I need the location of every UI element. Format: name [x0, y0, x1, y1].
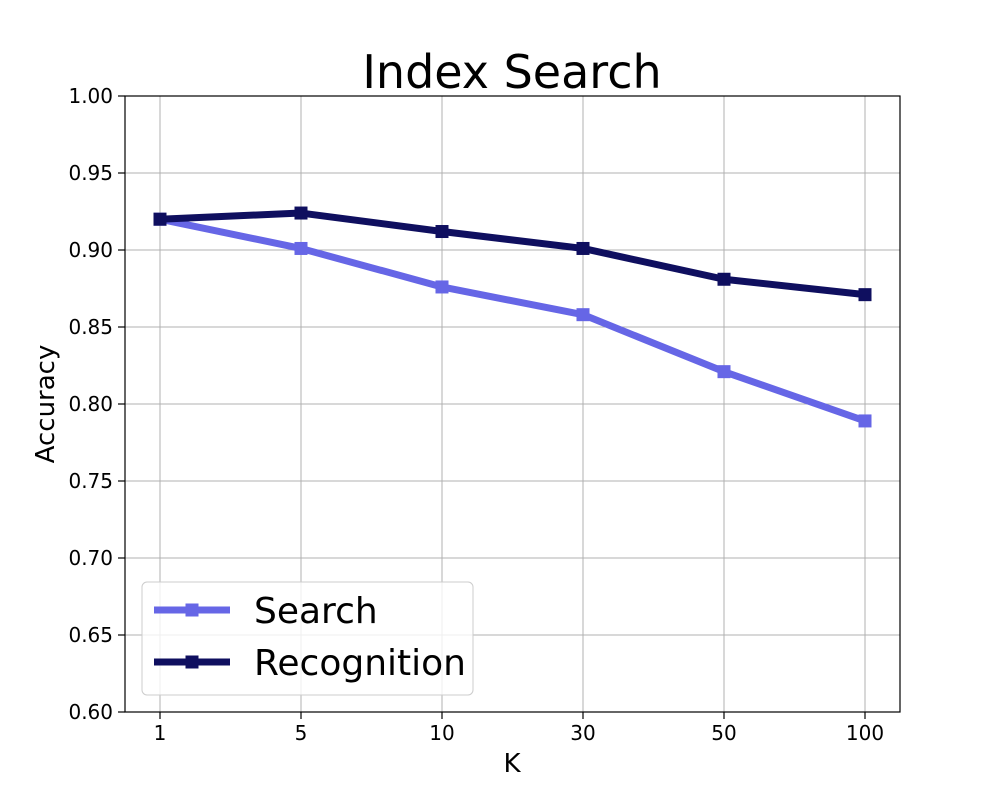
data-point-search	[435, 280, 449, 294]
y-tick-label: 1.00	[68, 84, 113, 108]
y-tick-label: 0.60	[68, 700, 113, 724]
y-axis: 0.60 0.65 0.70 0.75 0.80 0.85 0.90 0.95 1.00	[68, 84, 125, 724]
x-tick-label: 5	[295, 721, 308, 745]
y-tick-label: 0.90	[68, 238, 113, 262]
data-point-recognition	[153, 212, 167, 226]
y-tick-label: 0.85	[68, 315, 113, 339]
legend-label-search: Search	[254, 591, 378, 632]
series-line-recognition	[159, 209, 866, 299]
data-point-search	[294, 241, 308, 255]
y-axis-label: Accuracy	[31, 345, 61, 464]
legend-swatch-marker-recognition	[185, 655, 199, 669]
y-tick-label: 0.65	[68, 623, 113, 647]
legend-label-recognition: Recognition	[254, 643, 466, 684]
series-search	[153, 212, 872, 428]
legend-swatch-marker-search	[185, 603, 199, 617]
data-point-recognition	[576, 241, 590, 255]
series-recognition	[153, 206, 872, 302]
chart-title: Index Search	[362, 45, 661, 99]
x-tick-label: 50	[711, 721, 736, 745]
y-tick-label: 0.75	[68, 469, 113, 493]
data-point-search	[858, 414, 872, 428]
y-tick-label: 0.70	[68, 546, 113, 570]
x-axis-label: K	[503, 749, 521, 779]
y-tick-label: 0.80	[68, 392, 113, 416]
data-point-recognition	[858, 288, 872, 302]
data-point-recognition	[717, 272, 731, 286]
data-point-recognition	[294, 206, 308, 220]
grid	[125, 95, 900, 713]
x-tick-label: 30	[570, 721, 595, 745]
data-point-search	[576, 308, 590, 322]
x-tick-label: 10	[429, 721, 454, 745]
x-tick-label: 100	[846, 721, 884, 745]
y-tick-label: 0.95	[68, 161, 113, 185]
data-point-search	[717, 365, 731, 379]
series-line-search	[159, 215, 867, 425]
legend: Search Recognition	[141, 581, 474, 696]
x-axis: 1 5 10 30 50 100	[154, 712, 884, 745]
series-layer	[153, 206, 872, 428]
x-tick-label: 1	[154, 721, 167, 745]
data-point-recognition	[435, 225, 449, 239]
